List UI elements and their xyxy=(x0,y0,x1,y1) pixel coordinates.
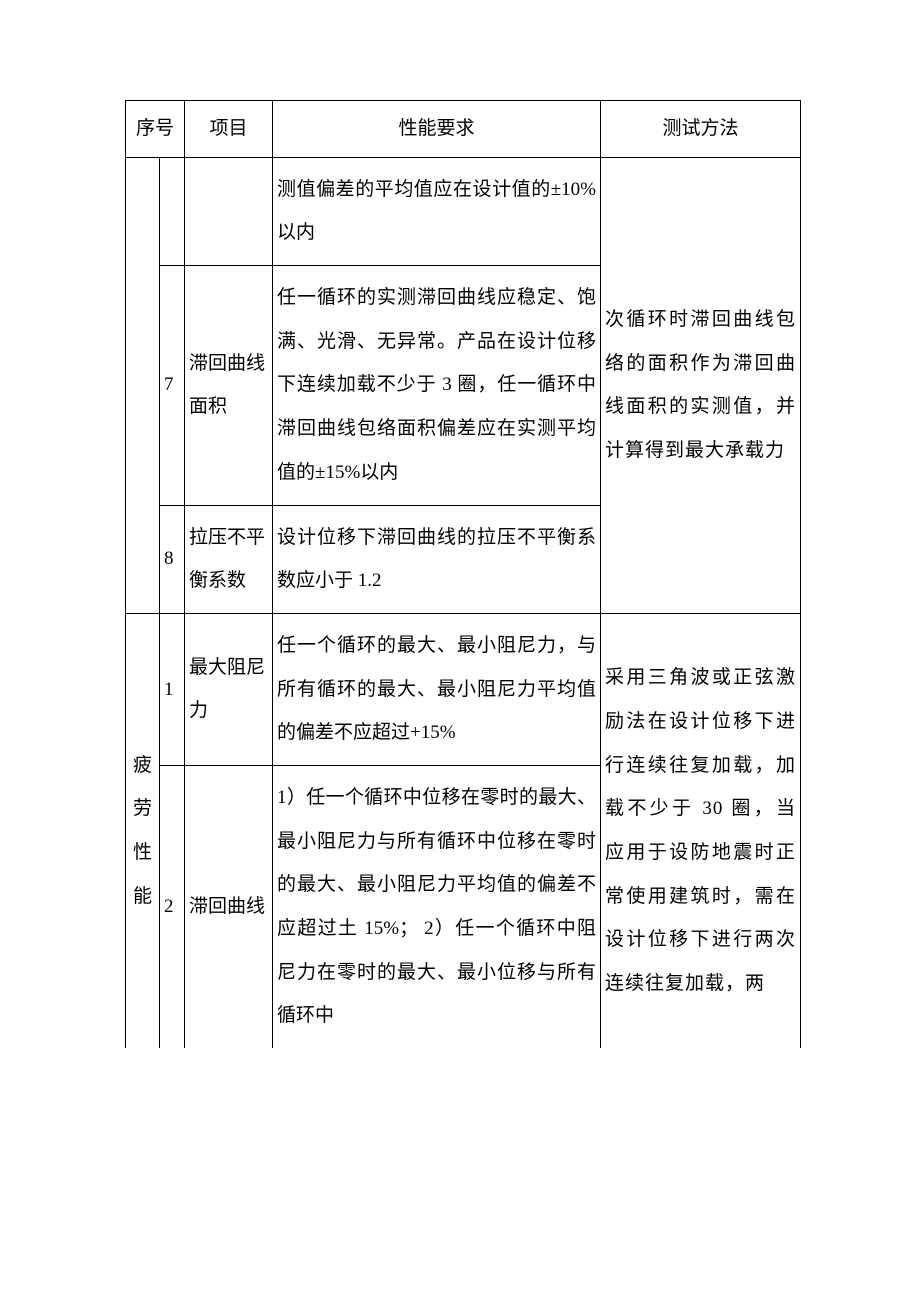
cell-item: 滞回曲线 xyxy=(185,765,273,1048)
cell-index: 8 xyxy=(160,505,185,613)
cell-index: 2 xyxy=(160,765,185,1048)
cell-method: 采用三角波或正弦激励法在设计位移下进行连续往复加载，加载不少于 30 圈，当应用… xyxy=(601,613,801,1048)
table-row: 疲劳性能 1 最大阻尼力 任一个循环的最大、最小阻尼力，与所有循环的最大、最小阻… xyxy=(126,613,801,765)
cell-index: 7 xyxy=(160,266,185,505)
cell-item: 滞回曲线面积 xyxy=(185,266,273,505)
cell-requirement: 任一循环的实测滞回曲线应稳定、饱满、光滑、无异常。产品在设计位移下连续加载不少于… xyxy=(273,266,601,505)
cell-index: 1 xyxy=(160,613,185,765)
cell-requirement: 测值偏差的平均值应在设计值的±10%以内 xyxy=(273,157,601,265)
cell-item: 最大阻尼力 xyxy=(185,613,273,765)
cell-method: 次循环时滞回曲线包络的面积作为滞回曲线面积的实测值，并计算得到最大承载力 xyxy=(601,157,801,613)
cell-requirement: 设计位移下滞回曲线的拉压不平衡系数应小于 1.2 xyxy=(273,505,601,613)
header-method: 测试方法 xyxy=(601,101,801,158)
cell-index xyxy=(160,157,185,265)
cell-category xyxy=(126,157,160,613)
cell-item: 拉压不平衡系数 xyxy=(185,505,273,613)
cell-requirement: 任一个循环的最大、最小阻尼力，与所有循环的最大、最小阻尼力平均值的偏差不应超过+… xyxy=(273,613,601,765)
table-header-row: 序号 项目 性能要求 测试方法 xyxy=(126,101,801,158)
header-seq: 序号 xyxy=(126,101,185,158)
spec-table: 序号 项目 性能要求 测试方法 测值偏差的平均值应在设计值的±10%以内 次循环… xyxy=(125,100,801,1048)
cell-item xyxy=(185,157,273,265)
table-row: 测值偏差的平均值应在设计值的±10%以内 次循环时滞回曲线包络的面积作为滞回曲线… xyxy=(126,157,801,265)
cell-category: 疲劳性能 xyxy=(126,613,160,1048)
cell-requirement: 1）任一个循环中位移在零时的最大、最小阻尼力与所有循环中位移在零时的最大、最小阻… xyxy=(273,765,601,1048)
header-req: 性能要求 xyxy=(273,101,601,158)
header-item: 项目 xyxy=(185,101,273,158)
